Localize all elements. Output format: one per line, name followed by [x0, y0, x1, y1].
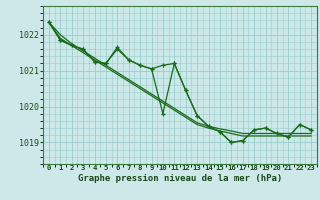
- X-axis label: Graphe pression niveau de la mer (hPa): Graphe pression niveau de la mer (hPa): [78, 174, 282, 183]
